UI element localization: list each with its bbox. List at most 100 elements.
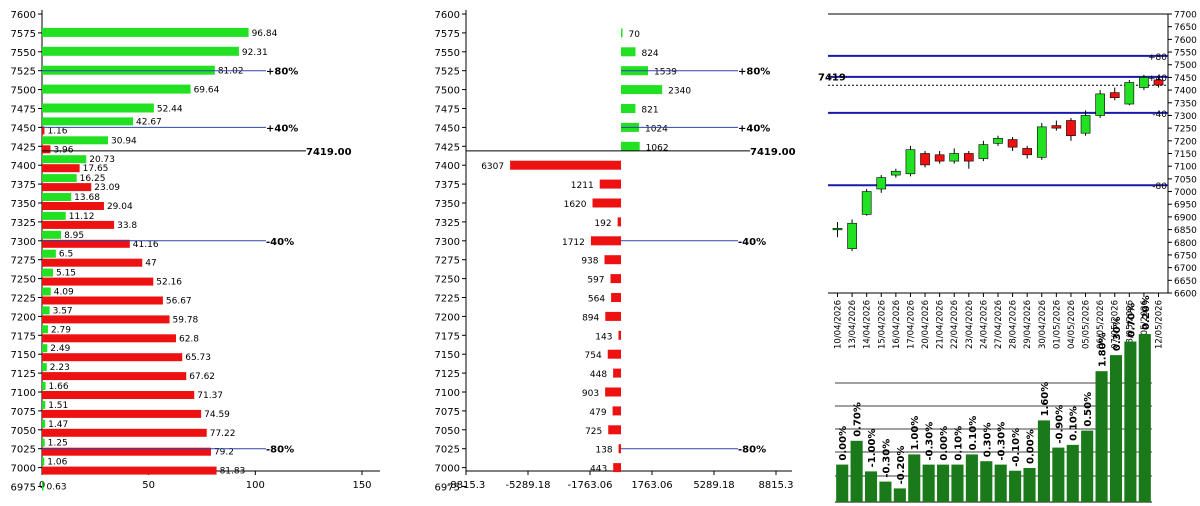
oi-change-bar-negative [610,274,621,284]
x-tick-label: -8815.3 [447,480,486,491]
current-price-label: 7419.00 [750,147,796,158]
y-tick-label: 7525 [435,67,460,78]
date-label: 05/05/2026 [1082,300,1092,349]
y-tick-label: 7425 [11,142,36,153]
y-tick-label: 7075 [11,407,36,418]
call-bar [42,230,62,239]
put-bar [42,296,163,305]
call-bar-label: 0.63 [47,483,67,493]
oi-change-label: 1062 [646,143,669,153]
change-bar [1081,430,1094,502]
candle-up [847,222,857,249]
y-tick-label: 7350 [435,199,460,210]
oi-change-label: 138 [595,446,612,456]
call-bar [42,84,191,94]
y-tick-label: 7500 [11,86,36,97]
candle-down [1007,139,1018,148]
put-bar [42,183,92,192]
x-tick-label: -5289.18 [506,480,551,491]
y-tick-label: 6950 [1174,201,1197,211]
percent-label: +40% [738,123,770,134]
y-tick-label: 7550 [11,48,36,59]
change-bar-label: -0.20% [896,446,907,485]
y-tick-label: 7500 [435,86,460,97]
date-label: 16/04/2026 [892,300,902,349]
level-label: -80 [1152,182,1167,192]
y-tick-label: 6800 [1174,239,1197,249]
date-label: 07/05/2026 [1111,300,1121,349]
put-bar [42,391,195,399]
y-tick-label: 7200 [435,312,460,323]
oi-change-bar-positive [621,28,623,38]
call-bar-label: 81.02 [218,67,244,77]
y-tick-label: 7325 [11,218,36,229]
put-bar [42,447,211,456]
candle-down [1051,125,1062,129]
level-label: -40 [1152,110,1167,120]
y-tick-label: 7575 [11,29,36,40]
call-bar-label: 1.51 [48,401,68,411]
change-bar [836,464,849,502]
change-bar-label: -0.10% [1011,428,1022,467]
call-bar [42,249,56,258]
price-candlestick-chart: 7700 7650 7600 7550 7500 7450 7400 7350 7300 7250… [818,11,1197,350]
y-tick-label: 7275 [435,256,460,267]
y-tick-label: 7100 [435,388,460,399]
oi-change-bar-negative [607,349,621,359]
change-bar [1009,470,1022,502]
change-bar [1037,420,1050,502]
call-bar [42,268,53,277]
put-bar [42,372,187,381]
change-bar-label: 0.50% [1083,392,1094,427]
call-bar [42,155,87,164]
oi-change-label: 725 [585,427,602,437]
change-bar [908,454,921,502]
candle-down [1153,79,1164,86]
date-label: 22/04/2026 [950,300,960,349]
y-tick-label: 7600 [11,10,36,21]
oi-change-label: 70 [629,30,641,40]
level-label: +40 [1148,74,1167,84]
change-bar-label: 0.70% [1126,303,1137,338]
y-tick-label: 7175 [435,331,460,342]
put-bar-label: 23.09 [94,183,120,193]
y-tick-label: 7525 [11,67,36,78]
call-bar [42,306,50,315]
change-bar-label: -1.00% [867,429,878,468]
call-bar [42,136,109,145]
oi-change-bar-negative [618,444,621,454]
y-tick-label: 7400 [11,161,36,172]
y-tick-label: 6975 [435,483,460,494]
x-tick-label: 1763.06 [631,480,672,491]
call-bar [42,363,47,372]
oi-change-bar-positive [621,47,636,57]
change-bar [879,481,892,502]
call-bar [42,103,154,113]
level-label: +80 [1148,53,1167,63]
put-bar [42,126,45,135]
call-bar [42,457,45,466]
y-tick-label: 7700 [1174,11,1197,21]
change-bar-label: 1.60% [1040,382,1051,417]
oi-change-bar-negative [592,198,621,208]
y-tick-label: 6700 [1174,264,1197,274]
date-label: 12/05/2026 [1155,300,1165,349]
change-bar-label: 0.10% [953,426,964,461]
date-label: 14/04/2026 [863,300,873,349]
candle-down [1109,92,1120,99]
put-bar [42,277,154,286]
call-bar [42,481,44,491]
y-tick-label: 7450 [1174,74,1197,84]
y-tick-label: 7500 [1174,61,1197,71]
percent-label: +80% [266,67,298,78]
put-bar [42,258,143,267]
change-bar-label: -0.30% [997,422,1008,461]
candle-down [1022,148,1033,156]
oi-change-label: 1620 [564,200,587,210]
call-bar-label: 3.57 [53,306,73,316]
change-bar-label: 0.10% [1069,406,1080,441]
change-bar [1066,444,1079,502]
call-bar-label: 30.94 [111,136,137,146]
put-bar-label: 67.62 [189,372,215,382]
date-label: 23/04/2026 [965,300,975,349]
